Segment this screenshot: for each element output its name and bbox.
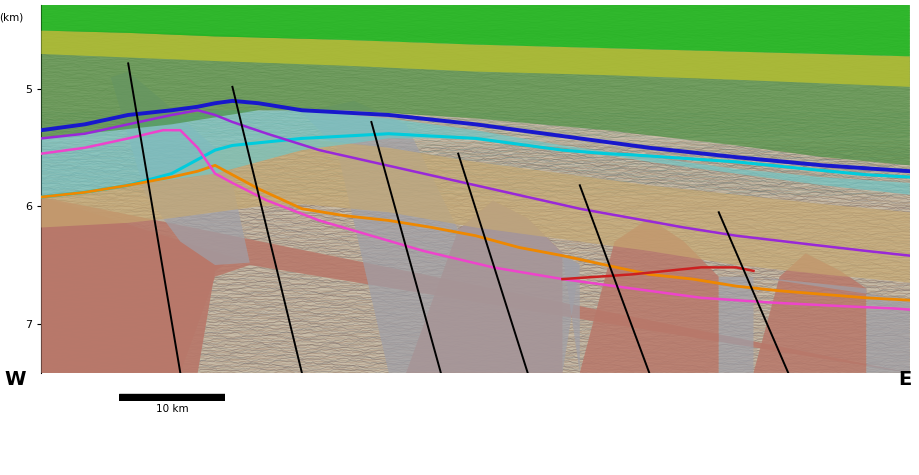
Polygon shape	[41, 138, 910, 283]
Text: (km): (km)	[0, 13, 23, 23]
Polygon shape	[41, 30, 910, 87]
Polygon shape	[41, 5, 910, 57]
Polygon shape	[41, 197, 250, 373]
Polygon shape	[562, 253, 754, 373]
Polygon shape	[580, 218, 719, 373]
Polygon shape	[754, 253, 867, 373]
Polygon shape	[754, 277, 910, 373]
Polygon shape	[41, 110, 910, 197]
Polygon shape	[406, 200, 562, 373]
Bar	[119, 394, 225, 400]
Text: 10 km: 10 km	[156, 404, 188, 414]
Polygon shape	[41, 197, 910, 373]
Polygon shape	[111, 72, 250, 265]
Polygon shape	[41, 30, 910, 165]
Polygon shape	[301, 101, 580, 373]
Text: E: E	[899, 370, 912, 389]
Text: W: W	[5, 370, 26, 389]
